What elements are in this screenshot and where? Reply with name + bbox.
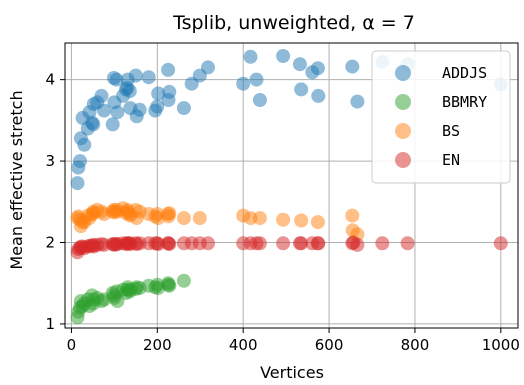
legend-label: EN	[442, 151, 460, 169]
legend-label: BS	[442, 122, 460, 140]
data-point	[350, 237, 365, 252]
data-point	[311, 236, 326, 251]
data-point	[249, 72, 264, 87]
x-tick-label: 800	[401, 336, 430, 354]
data-point	[375, 236, 390, 251]
data-point	[252, 236, 267, 251]
y-tick-label: 2	[45, 234, 55, 252]
x-tick-label: 600	[315, 336, 344, 354]
x-tick-label: 200	[143, 336, 172, 354]
data-point	[73, 154, 87, 169]
legend-marker	[395, 123, 411, 139]
data-point	[150, 99, 165, 114]
data-point	[243, 49, 258, 64]
data-point	[350, 94, 365, 109]
data-point	[292, 57, 307, 72]
data-point	[132, 102, 147, 117]
data-point	[192, 211, 207, 226]
series-en	[70, 235, 508, 260]
data-point	[151, 86, 166, 101]
data-point	[105, 117, 120, 132]
data-point	[294, 82, 309, 97]
data-point	[162, 84, 177, 99]
legend-label: ADDJS	[442, 64, 487, 82]
data-point	[70, 176, 85, 191]
data-point	[128, 68, 143, 83]
data-point	[94, 88, 109, 103]
y-tick-label: 1	[45, 315, 55, 333]
legend-marker	[395, 94, 411, 110]
chart-title: Tsplib, unweighted, α = 7	[172, 12, 415, 34]
data-point	[162, 237, 177, 252]
data-point	[201, 236, 215, 251]
x-tick-label: 1000	[482, 336, 520, 354]
data-point	[276, 212, 291, 227]
y-axis-title: Mean effective stretch	[7, 90, 26, 269]
plot-frame	[64, 42, 519, 329]
y-tick-label: 3	[45, 152, 55, 170]
legend-marker	[395, 65, 411, 81]
data-point	[294, 213, 309, 228]
data-point	[162, 278, 177, 293]
data-point	[77, 137, 92, 152]
series-bs	[70, 201, 365, 242]
data-points	[70, 49, 508, 325]
legend: ADDJS BBMRY BS EN	[371, 50, 511, 184]
data-point	[141, 70, 156, 85]
series-bbmry	[70, 273, 191, 325]
data-point	[162, 206, 177, 221]
data-point	[252, 211, 267, 226]
data-point	[310, 61, 325, 76]
data-point	[276, 236, 291, 251]
data-point	[110, 105, 125, 120]
data-point	[161, 62, 176, 77]
x-tick-label: 400	[229, 336, 258, 354]
data-point	[236, 76, 251, 91]
legend-label: BBMRY	[442, 93, 487, 111]
data-point	[176, 211, 191, 226]
data-point	[345, 59, 360, 74]
x-tick-label: 0	[67, 336, 77, 354]
data-point	[122, 84, 137, 98]
axis-ticks: 0 200 400 600 800 1000 1 2 3 4	[45, 71, 519, 354]
data-point	[97, 103, 112, 118]
data-point	[176, 273, 191, 288]
data-point	[109, 72, 124, 87]
data-point	[311, 88, 326, 103]
data-point	[176, 101, 191, 116]
series-addjs	[70, 49, 508, 191]
data-point	[493, 236, 508, 251]
data-point	[345, 208, 360, 223]
data-point	[201, 60, 215, 75]
data-point	[400, 236, 415, 251]
legend-marker	[395, 152, 411, 168]
y-tick-label: 4	[45, 71, 55, 89]
data-point	[252, 93, 267, 107]
data-point	[86, 117, 101, 132]
x-axis-title: Vertices	[260, 363, 324, 382]
data-point	[294, 236, 309, 251]
data-point	[310, 215, 325, 230]
data-point	[276, 49, 291, 63]
legend-box	[371, 50, 511, 184]
